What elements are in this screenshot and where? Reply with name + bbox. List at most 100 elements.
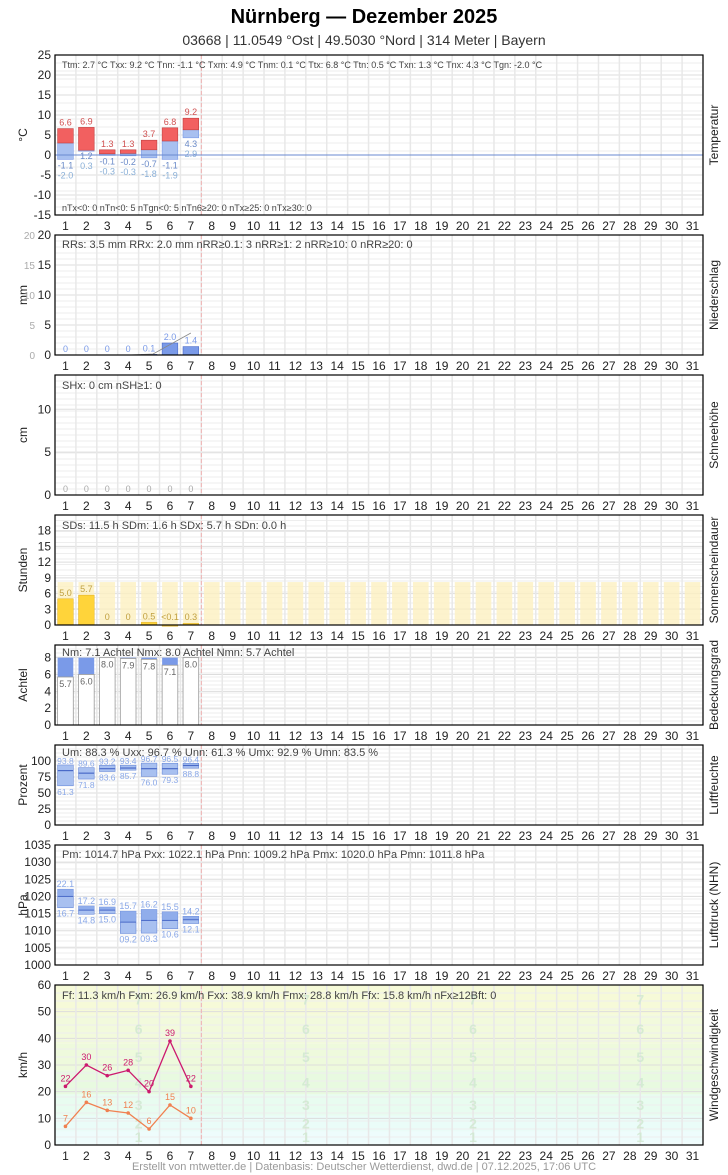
- x-tick-label: 30: [665, 829, 679, 843]
- x-tick-label: 29: [644, 729, 658, 743]
- x-tick-label: 23: [519, 729, 533, 743]
- x-tick-label: 28: [623, 629, 637, 643]
- y-tick-label: 15: [38, 539, 52, 553]
- svg-text:0.3: 0.3: [80, 161, 93, 171]
- x-tick-label: 29: [644, 219, 658, 233]
- svg-text:-2.0: -2.0: [58, 170, 74, 180]
- x-tick-label: 31: [686, 1149, 700, 1163]
- temp-max-bar: [120, 149, 137, 154]
- beaufort-label: 7: [469, 992, 477, 1008]
- beaufort-band: [55, 1070, 703, 1095]
- svg-text:1.2: 1.2: [80, 151, 93, 161]
- svg-text:22.1: 22.1: [57, 879, 75, 889]
- x-tick-label: 25: [560, 359, 574, 373]
- svg-text:8.0: 8.0: [101, 660, 114, 670]
- y-tick-label: 100: [31, 754, 51, 768]
- y-tick-label: 5: [44, 445, 51, 459]
- x-tick-label: 18: [414, 729, 428, 743]
- x-tick-label: 2: [83, 1149, 90, 1163]
- x-tick-label: 25: [560, 219, 574, 233]
- x-tick-label: 21: [477, 359, 491, 373]
- beaufort-label: 3: [469, 1097, 477, 1113]
- stats-text: nTx<0: 0 nTn<0: 5 nTgn<0: 5 nTn6≥20: 0 n…: [62, 203, 312, 213]
- x-tick-label: 18: [414, 359, 428, 373]
- x-tick-label: 2: [83, 499, 90, 513]
- y-tick-label: 25: [38, 802, 52, 816]
- x-tick-label: 30: [665, 219, 679, 233]
- possible-sun-bar: [329, 582, 346, 625]
- x-tick-label: 26: [581, 729, 595, 743]
- x-tick-label: 31: [686, 729, 700, 743]
- x-tick-label: 21: [477, 829, 491, 843]
- possible-sun-bar: [183, 582, 199, 625]
- x-tick-label: 6: [167, 829, 174, 843]
- y-axis-label: Stunden: [16, 548, 30, 593]
- x-tick-label: 27: [602, 359, 616, 373]
- x-tick-label: 6: [167, 629, 174, 643]
- svg-text:83.6: 83.6: [99, 772, 116, 782]
- x-tick-label: 8: [208, 219, 215, 233]
- y-tick-label: 25: [38, 48, 52, 62]
- x-tick-label: 15: [351, 629, 365, 643]
- x-tick-label: 1: [62, 729, 69, 743]
- svg-text:15.5: 15.5: [161, 902, 179, 912]
- x-tick-label: 16: [372, 629, 386, 643]
- x-tick-label: 16: [372, 829, 386, 843]
- x-tick-label: 8: [208, 829, 215, 843]
- possible-sun-bar: [684, 582, 701, 625]
- x-tick-label: 8: [208, 969, 215, 983]
- x-tick-label: 4: [125, 1149, 132, 1163]
- x-tick-label: 21: [477, 499, 491, 513]
- svg-text:93.2: 93.2: [99, 756, 116, 766]
- svg-text:6.8: 6.8: [164, 117, 177, 127]
- y-tick-label: 12: [38, 555, 52, 569]
- x-tick-label: 15: [351, 829, 365, 843]
- svg-text:-0.2: -0.2: [120, 157, 136, 167]
- chart-title: Sonnenscheindauer: [707, 517, 721, 624]
- svg-text:1.3: 1.3: [122, 139, 135, 149]
- x-tick-label: 10: [247, 219, 261, 233]
- svg-text:14.2: 14.2: [182, 906, 200, 916]
- svg-text:76.0: 76.0: [141, 777, 158, 787]
- x-tick-label: 11: [268, 969, 281, 983]
- y-tick-label: 1020: [24, 889, 51, 903]
- x-tick-label: 5: [146, 829, 153, 843]
- svg-text:0: 0: [29, 351, 35, 362]
- x-tick-label: 23: [519, 499, 533, 513]
- x-tick-label: 22: [498, 359, 512, 373]
- x-tick-label: 14: [331, 969, 345, 983]
- x-tick-label: 10: [247, 359, 261, 373]
- x-tick-label: 30: [665, 359, 679, 373]
- svg-text:0: 0: [147, 484, 152, 494]
- x-tick-label: 12: [289, 829, 303, 843]
- svg-text:15.7: 15.7: [119, 901, 137, 911]
- svg-text:0.1: 0.1: [143, 343, 156, 353]
- svg-text:10: 10: [24, 291, 36, 302]
- x-tick-label: 6: [167, 1149, 174, 1163]
- cloud-free-bar: [141, 657, 157, 660]
- chart-title: Temperatur: [707, 105, 721, 166]
- y-tick-label: 6: [44, 667, 51, 681]
- x-tick-label: 24: [540, 219, 554, 233]
- beaufort-label: 1: [636, 1129, 644, 1145]
- x-tick-label: 15: [351, 499, 365, 513]
- beaufort-label: 5: [636, 1049, 644, 1065]
- svg-text:96.7: 96.7: [141, 754, 158, 764]
- cloud-free-bar: [120, 657, 136, 659]
- x-tick-label: 9: [229, 1149, 236, 1163]
- svg-text:13: 13: [102, 1097, 112, 1107]
- temp-max-bar: [78, 127, 95, 151]
- beaufort-band: [55, 1115, 703, 1132]
- beaufort-label: 1: [135, 1129, 143, 1145]
- y-tick-label: 9: [44, 571, 51, 585]
- x-tick-label: 3: [104, 829, 111, 843]
- beaufort-label: 5: [135, 1049, 143, 1065]
- y-axis-label: Achtel: [16, 668, 30, 701]
- x-tick-label: 13: [310, 499, 324, 513]
- x-tick-label: 12: [289, 969, 303, 983]
- x-tick-label: 30: [665, 499, 679, 513]
- x-tick-label: 13: [310, 969, 324, 983]
- temp-max-bar: [161, 127, 179, 142]
